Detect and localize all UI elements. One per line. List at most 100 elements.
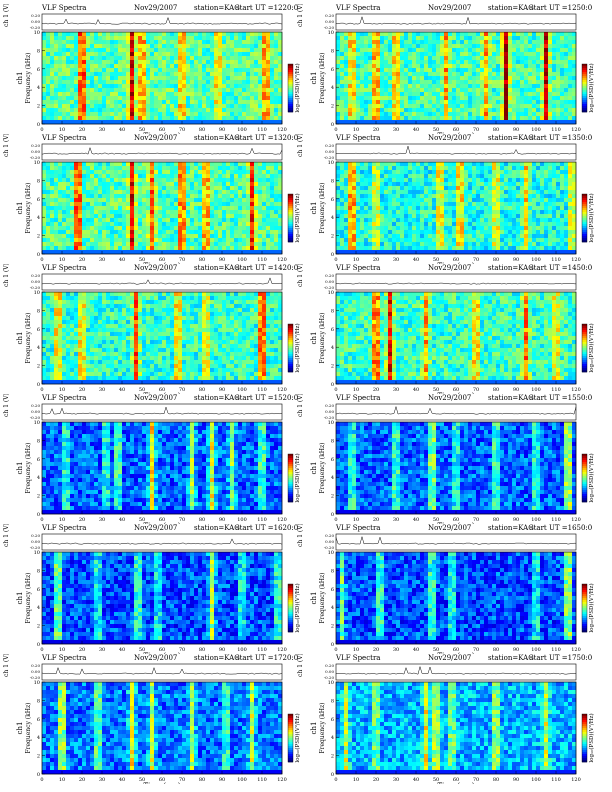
heatmap-cell — [166, 84, 171, 89]
heatmap-cell — [356, 246, 361, 251]
heatmap-cell — [532, 40, 537, 45]
heatmap-cell — [432, 190, 437, 195]
heatmap-cell — [138, 112, 143, 117]
heatmap-cell — [122, 64, 127, 69]
heatmap-cell — [496, 84, 501, 89]
heatmap-cell — [278, 64, 283, 69]
heatmap-cell — [210, 88, 215, 93]
heatmap-cell — [368, 246, 373, 251]
heatmap-cell — [536, 68, 541, 73]
heatmap-cell — [400, 108, 405, 113]
heatmap-cell — [162, 120, 167, 125]
heatmap-cell — [476, 40, 481, 45]
heatmap-cell — [504, 64, 509, 69]
heatmap-cell — [344, 218, 349, 223]
heatmap-cell — [170, 80, 175, 85]
heatmap-cell — [484, 72, 489, 77]
heatmap-cell — [70, 120, 75, 125]
heatmap-cell — [552, 56, 557, 61]
heatmap-cell — [174, 246, 179, 251]
heatmap-cell — [278, 202, 283, 207]
heatmap-cell — [568, 108, 573, 113]
heatmap-cell — [508, 104, 513, 109]
heatmap-cell — [368, 56, 373, 61]
heatmap-cell — [70, 116, 75, 121]
heatmap-cell — [262, 174, 267, 179]
heatmap-cell — [384, 238, 389, 243]
heatmap-cell — [226, 52, 231, 57]
heatmap-cell — [78, 230, 83, 235]
heatmap-cell — [126, 80, 131, 85]
heatmap-cell — [118, 166, 123, 171]
heatmap-cell — [424, 246, 429, 251]
heatmap-cell — [186, 100, 191, 105]
heatmap-cell — [82, 72, 87, 77]
heatmap-cell — [190, 194, 195, 199]
heatmap-cell — [352, 68, 357, 73]
heatmap-cell — [556, 84, 561, 89]
heatmap-cell — [436, 210, 441, 215]
heatmap-cell — [380, 162, 385, 167]
heatmap-cell — [54, 60, 59, 65]
x-tick-label: 40 — [413, 127, 419, 133]
heatmap-cell — [138, 222, 143, 227]
heatmap-cell — [396, 96, 401, 101]
heatmap-cell — [384, 250, 389, 255]
heatmap-cell — [174, 72, 179, 77]
heatmap-cell — [74, 166, 79, 171]
heatmap-cell — [226, 84, 231, 89]
heatmap-cell — [246, 84, 251, 89]
heatmap-cell — [234, 246, 239, 251]
heatmap-cell — [70, 182, 75, 187]
heatmap-cell — [110, 206, 115, 211]
heatmap-cell — [536, 36, 541, 41]
heatmap-cell — [230, 186, 235, 191]
heatmap-cell — [66, 202, 71, 207]
heatmap-cell — [150, 88, 155, 93]
heatmap-cell — [170, 246, 175, 251]
heatmap-cell — [46, 48, 51, 53]
heatmap-cell — [568, 68, 573, 73]
heatmap-cell — [134, 32, 139, 37]
heatmap-cell — [250, 80, 255, 85]
heatmap-cell — [110, 96, 115, 101]
heatmap-cell — [456, 108, 461, 113]
heatmap-cell — [74, 230, 79, 235]
heatmap-cell — [194, 238, 199, 243]
heatmap-cell — [420, 242, 425, 247]
heatmap-cell — [404, 116, 409, 121]
heatmap-cell — [246, 162, 251, 167]
heatmap-cell — [356, 186, 361, 191]
heatmap-cell — [238, 116, 243, 121]
heatmap-cell — [198, 246, 203, 251]
heatmap-cell — [242, 234, 247, 239]
heatmap-cell — [42, 52, 47, 57]
heatmap-cell — [214, 96, 219, 101]
heatmap-cell — [130, 238, 135, 243]
heatmap-cell — [174, 68, 179, 73]
heatmap-cell — [392, 60, 397, 65]
heatmap-cell — [388, 48, 393, 53]
heatmap-cell — [82, 100, 87, 105]
heatmap-cell — [416, 32, 421, 37]
heatmap-cell — [130, 100, 135, 105]
heatmap-cell — [106, 250, 111, 255]
heatmap-cell — [344, 206, 349, 211]
heatmap-cell — [94, 76, 99, 81]
heatmap-cell — [436, 112, 441, 117]
heatmap-cell — [146, 88, 151, 93]
heatmap-cell — [178, 170, 183, 175]
heatmap-cell — [274, 250, 279, 255]
heatmap-cell — [122, 80, 127, 85]
heatmap-cell — [102, 116, 107, 121]
heatmap-cell — [384, 88, 389, 93]
heatmap-cell — [222, 246, 227, 251]
heatmap-cell — [90, 242, 95, 247]
waveform-frame — [41, 13, 283, 31]
heatmap-cell — [384, 100, 389, 105]
heatmap-cell — [270, 52, 275, 57]
heatmap-cell — [118, 178, 123, 183]
heatmap-cell — [194, 202, 199, 207]
heatmap-cell — [166, 40, 171, 45]
heatmap-cell — [250, 112, 255, 117]
